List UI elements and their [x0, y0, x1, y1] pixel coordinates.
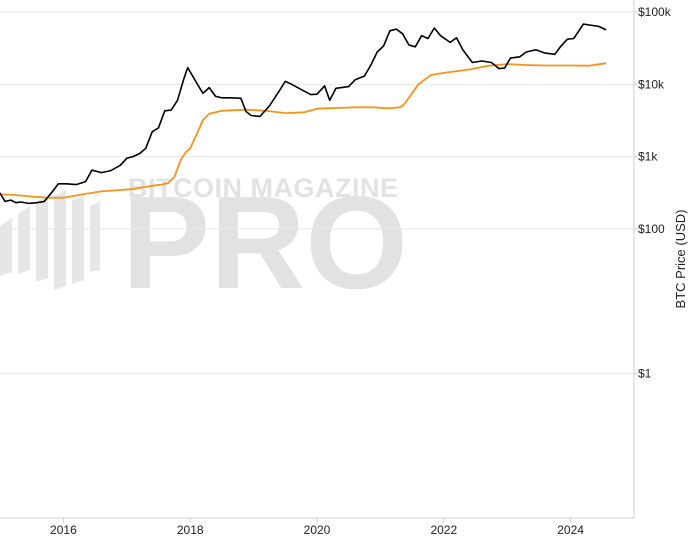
watermark-mark [72, 196, 84, 284]
y-tick-label: $1 [638, 366, 652, 380]
y-axis-ticks: $1 $100 $1k $10k $100k [634, 5, 672, 380]
orange-series-line [0, 62, 607, 199]
y-axis-title: BTC Price (USD) [673, 210, 688, 309]
x-tick-label: 2020 [304, 523, 331, 537]
series-layer [0, 23, 607, 205]
watermark-mark [54, 190, 66, 290]
watermark-registered: ® [371, 202, 380, 216]
watermark-mark [0, 218, 12, 276]
x-tick-label: 2024 [557, 523, 584, 537]
x-tick-label: 2016 [50, 523, 77, 537]
y-tick-label: $100k [638, 5, 672, 19]
watermark-logo: BITCOIN MAGAZINE PRO ® [0, 169, 408, 316]
x-tick-label: 2018 [177, 523, 204, 537]
y-tick-label: $100 [638, 222, 665, 236]
x-axis-ticks: 2016 2018 2020 2022 2024 [50, 518, 584, 537]
grid-lines [0, 11, 634, 374]
watermark-mark [18, 206, 30, 274]
watermark-product: PRO [122, 169, 408, 316]
watermark-mark [90, 202, 100, 272]
y-tick-label: $1k [638, 150, 658, 164]
price-series-line [0, 23, 607, 205]
x-tick-label: 2022 [430, 523, 457, 537]
y-tick-label: $10k [638, 77, 665, 91]
watermark-mark [36, 196, 48, 282]
